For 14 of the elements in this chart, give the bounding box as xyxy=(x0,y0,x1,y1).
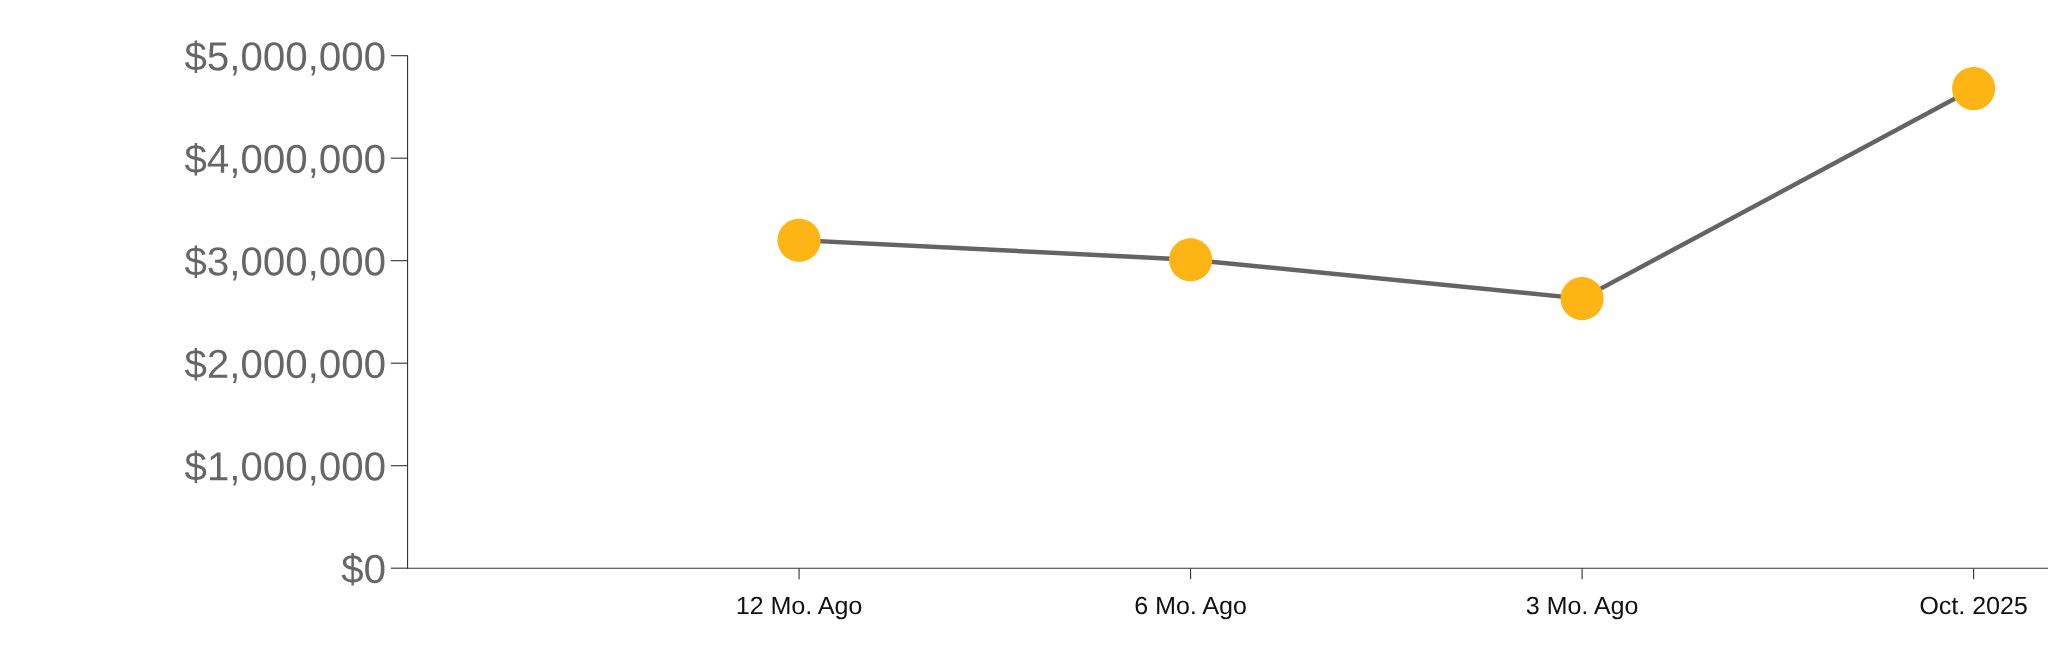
x-tick-label: 3 Mo. Ago xyxy=(1526,596,1638,620)
y-tick-label: $3,000,000 xyxy=(184,245,385,281)
point xyxy=(1169,238,1213,282)
y-tick-label: $5,000,000 xyxy=(184,40,385,76)
x-tick-label: 12 Mo. Ago xyxy=(737,596,862,620)
y-tick-label: $2,000,000 xyxy=(184,347,385,383)
y-tick-label: $4,000,000 xyxy=(184,142,385,178)
y-tick-label: $0 xyxy=(341,552,385,586)
x-tick-label: 6 Mo. Ago xyxy=(1135,596,1246,620)
point xyxy=(1560,277,1604,321)
y-tick-label: $1,000,000 xyxy=(184,450,385,486)
x-tick-label: Oct. 2025 xyxy=(1920,596,2027,615)
point xyxy=(1952,66,1996,111)
point xyxy=(777,218,821,262)
